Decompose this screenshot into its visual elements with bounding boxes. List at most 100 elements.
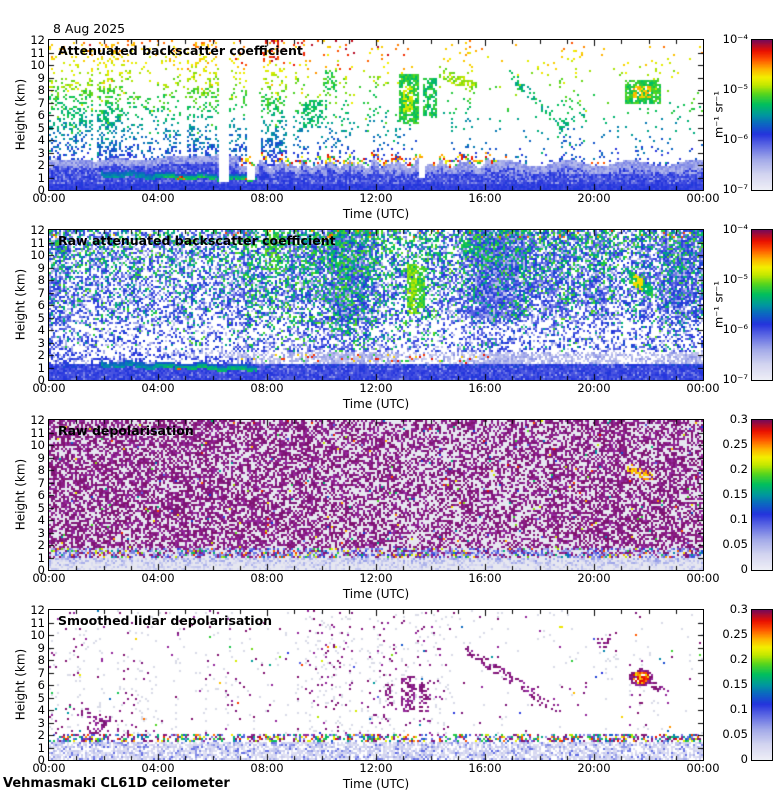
x-tick-label: 12:00 bbox=[359, 761, 393, 775]
y-tick-label: 6 bbox=[37, 298, 45, 312]
colorbar-tick-label: 0.25 bbox=[722, 437, 748, 451]
y-tick-label: 0 bbox=[37, 563, 45, 577]
x-tick-label: 12:00 bbox=[359, 381, 393, 395]
y-tick-label: 3 bbox=[37, 715, 45, 730]
y-tick-label: 3 bbox=[37, 525, 45, 540]
x-tick-label: 16:00 bbox=[468, 571, 502, 585]
x-tick-label: 04:00 bbox=[141, 381, 175, 395]
colorbar-unit-label: m⁻¹ sr⁻¹ bbox=[711, 91, 726, 138]
y-tick-label: 12 bbox=[30, 33, 45, 47]
panel-title: Raw depolarisation bbox=[58, 423, 194, 438]
y-tick-label: 10 bbox=[30, 438, 45, 452]
x-axis-label: Time (UTC) bbox=[342, 207, 410, 221]
y-tick-label: 9 bbox=[37, 260, 45, 275]
colorbar-tick-label: 10⁻⁴ bbox=[722, 222, 748, 236]
y-tick-label: 8 bbox=[37, 653, 45, 667]
heatmap-canvas bbox=[49, 420, 703, 570]
y-tick-label: 3 bbox=[37, 145, 45, 160]
plot-area: Raw attenuated backscatter coefficient bbox=[48, 229, 704, 381]
x-tick-label: 00:00 bbox=[32, 191, 66, 205]
y-tick-label: 2 bbox=[37, 158, 45, 172]
colorbar bbox=[751, 39, 773, 191]
colorbar-tick-label: 0.05 bbox=[722, 537, 748, 551]
plot-area: Raw depolarisation bbox=[48, 419, 704, 571]
x-tick-label: 20:00 bbox=[577, 571, 611, 585]
colorbar-tick-label: 10⁻⁶ bbox=[722, 132, 748, 146]
x-tick-label: 00:00 bbox=[32, 761, 66, 775]
y-tick-label: 8 bbox=[37, 463, 45, 477]
x-tick-label: 16:00 bbox=[468, 761, 502, 775]
colorbar-tick-label: 10⁻⁵ bbox=[722, 272, 748, 286]
y-tick-label: 6 bbox=[37, 488, 45, 502]
colorbar-unit-label: m⁻¹ sr⁻¹ bbox=[711, 281, 726, 328]
colorbar-tick-label: 10⁻⁴ bbox=[722, 32, 748, 46]
date-label: 8 Aug 2025 bbox=[53, 21, 126, 36]
y-tick-label: 11 bbox=[30, 235, 45, 250]
x-tick-label: 20:00 bbox=[577, 191, 611, 205]
colorbar-tick-label: 0.1 bbox=[729, 512, 748, 526]
y-tick-label: 11 bbox=[30, 615, 45, 630]
x-tick-label: 00:00 bbox=[686, 191, 720, 205]
y-tick-label: 2 bbox=[37, 348, 45, 362]
heatmap-canvas bbox=[49, 610, 703, 760]
colorbar-tick-label: 0.15 bbox=[722, 677, 748, 691]
plot-area: Attenuated backscatter coefficient bbox=[48, 39, 704, 191]
y-tick-label: 5 bbox=[37, 500, 45, 515]
colorbar-tick-label: 0.2 bbox=[729, 462, 748, 476]
colorbar-tick-label: 10⁻⁶ bbox=[722, 322, 748, 336]
colorbar-tick-label: 0.1 bbox=[729, 702, 748, 716]
y-tick-label: 2 bbox=[37, 728, 45, 742]
y-tick-label: 7 bbox=[37, 95, 45, 110]
colorbar-tick-label: 0.2 bbox=[729, 652, 748, 666]
heatmap-canvas bbox=[49, 230, 703, 380]
y-tick-label: 1 bbox=[37, 360, 45, 375]
x-tick-label: 00:00 bbox=[686, 571, 720, 585]
colorbar-tick-label: 0.05 bbox=[722, 727, 748, 741]
x-tick-label: 16:00 bbox=[468, 191, 502, 205]
y-tick-label: 5 bbox=[37, 690, 45, 705]
y-tick-label: 0 bbox=[37, 183, 45, 197]
x-axis-label: Time (UTC) bbox=[342, 777, 410, 791]
colorbar bbox=[751, 229, 773, 381]
y-tick-label: 7 bbox=[37, 285, 45, 300]
panel-raw-depolarisation: Height (km) Raw depolarisation Time (UTC… bbox=[0, 413, 780, 609]
y-tick-label: 7 bbox=[37, 475, 45, 490]
y-tick-label: 12 bbox=[30, 603, 45, 617]
y-tick-label: 1 bbox=[37, 550, 45, 565]
y-tick-label: 6 bbox=[37, 108, 45, 122]
x-tick-label: 08:00 bbox=[250, 191, 284, 205]
x-tick-label: 04:00 bbox=[141, 571, 175, 585]
y-tick-label: 12 bbox=[30, 223, 45, 237]
colorbar-tick-label: 0 bbox=[740, 752, 748, 766]
colorbar-tick-label: 10⁻⁷ bbox=[722, 372, 748, 386]
y-tick-label: 10 bbox=[30, 248, 45, 262]
y-tick-label: 1 bbox=[37, 740, 45, 755]
panel-title: Raw attenuated backscatter coefficient bbox=[58, 233, 336, 248]
y-tick-label: 2 bbox=[37, 538, 45, 552]
y-tick-label: 10 bbox=[30, 58, 45, 72]
panel-attenuated-backscatter: Height (km) Attenuated backscatter coeff… bbox=[0, 33, 780, 229]
colorbar-tick-label: 0 bbox=[740, 562, 748, 576]
plot-area: Smoothed lidar depolarisation bbox=[48, 609, 704, 761]
x-tick-label: 00:00 bbox=[686, 761, 720, 775]
station-label: Vehmasmaki CL61D ceilometer bbox=[3, 776, 230, 791]
x-tick-label: 00:00 bbox=[686, 381, 720, 395]
x-tick-label: 08:00 bbox=[250, 381, 284, 395]
panel-raw-attenuated-backscatter: Height (km) Raw attenuated backscatter c… bbox=[0, 223, 780, 419]
x-tick-label: 08:00 bbox=[250, 761, 284, 775]
x-tick-label: 08:00 bbox=[250, 571, 284, 585]
y-tick-label: 9 bbox=[37, 640, 45, 655]
y-tick-label: 5 bbox=[37, 310, 45, 325]
y-tick-label: 4 bbox=[37, 703, 45, 717]
colorbar-tick-label: 0.25 bbox=[722, 627, 748, 641]
panel-title: Smoothed lidar depolarisation bbox=[58, 613, 273, 628]
panel-title: Attenuated backscatter coefficient bbox=[58, 43, 303, 58]
y-tick-label: 9 bbox=[37, 450, 45, 465]
colorbar-tick-label: 0.15 bbox=[722, 487, 748, 501]
x-tick-label: 04:00 bbox=[141, 191, 175, 205]
x-tick-label: 12:00 bbox=[359, 571, 393, 585]
x-tick-label: 04:00 bbox=[141, 761, 175, 775]
y-tick-label: 3 bbox=[37, 335, 45, 350]
x-tick-label: 00:00 bbox=[32, 381, 66, 395]
